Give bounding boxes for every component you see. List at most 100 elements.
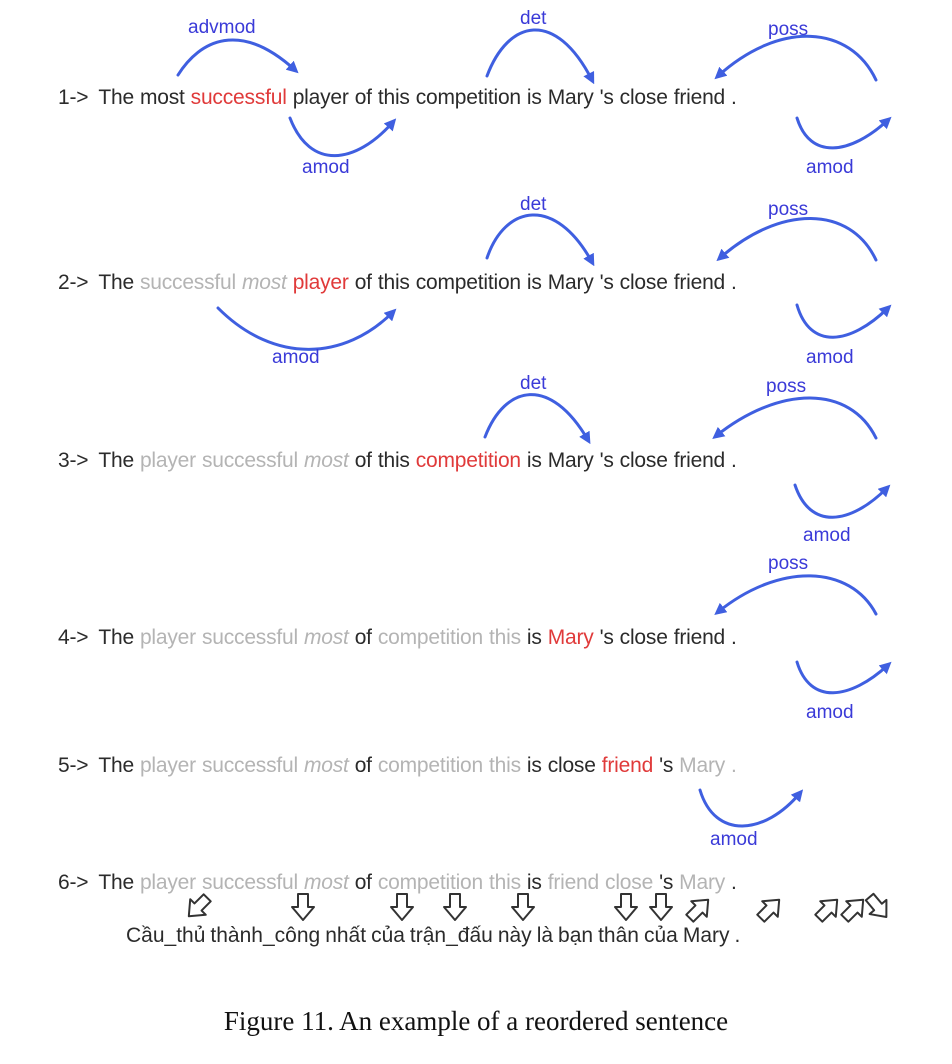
alignment-arrow-down [187, 893, 212, 918]
sentence-token: player [139, 754, 196, 777]
vietnamese-translation: Cầu_thủ thành_công nhất của trận_đấu này là bạn… [126, 924, 745, 948]
arc-amod-1b [795, 116, 892, 150]
sentence-token: . [731, 86, 737, 109]
step-4: 4-> The player successful most of competition t… [58, 626, 743, 650]
sentence-token: most [303, 449, 349, 472]
relation-label-amod: amod [806, 347, 854, 368]
sentence-token: this [377, 271, 410, 294]
sentence-token: Mary [547, 86, 594, 109]
sentence-token: most [303, 871, 349, 894]
translation-word: Mary [682, 924, 730, 947]
sentence-token: of [354, 754, 372, 777]
sentence-token: friend [673, 626, 726, 649]
step-label: 5-> [58, 754, 89, 777]
alignment-arrow-down [649, 893, 673, 921]
sentence-token: competition [415, 271, 521, 294]
arc-det-3 [483, 393, 591, 445]
relation-label-amod: amod [710, 829, 758, 850]
relation-label-det: det [520, 194, 547, 215]
step-5: 5-> The player successful most of competition t… [58, 754, 743, 778]
sentence-token: close [619, 86, 668, 109]
sentence-token: player [139, 626, 196, 649]
relation-label-poss: poss [768, 553, 808, 574]
sentence-token: 's [599, 626, 614, 649]
sentence-token: 's [599, 271, 614, 294]
sentence-token: is [526, 449, 542, 472]
sentence-token: competition [377, 754, 484, 777]
sentence-token: close [605, 871, 654, 894]
sentence-token: of [354, 626, 372, 649]
sentence-token: Mary [547, 449, 594, 472]
sentence-token: . [731, 449, 737, 472]
translation-word: nhất [325, 924, 367, 947]
relation-label-det: det [520, 8, 547, 29]
sentence-token: player [139, 449, 196, 472]
sentence-token: The [98, 871, 134, 894]
sentence-token: . [731, 754, 737, 777]
relation-label-poss: poss [768, 199, 808, 220]
sentence-token: close [547, 754, 596, 777]
alignment-arrow-down [511, 893, 535, 921]
sentence-token: player [292, 271, 349, 294]
arc-amod-1a [288, 116, 397, 157]
sentence-token: friend [673, 449, 726, 472]
step-label: 6-> [58, 871, 89, 894]
arc-poss-4 [714, 574, 878, 616]
alignment-arrow-diagonal [685, 898, 710, 923]
sentence-token: Mary [547, 626, 594, 649]
sentence-token: . [731, 871, 737, 894]
sentence-token: 's [659, 754, 674, 777]
sentence-token: The [98, 449, 134, 472]
translation-word: thành_công [210, 924, 321, 947]
step-2: 2-> The successful most player of this competit… [58, 271, 743, 295]
sentence-token: competition [415, 86, 521, 109]
sentence-token: is [526, 86, 542, 109]
sentence-token: most [241, 271, 287, 294]
sentence-token: Mary [679, 754, 726, 777]
relation-label-amod: amod [803, 525, 851, 546]
sentence-token: friend [673, 86, 726, 109]
sentence-token: Mary [547, 271, 594, 294]
arc-amod-2b [795, 303, 892, 339]
alignment-arrow-down [443, 893, 467, 921]
translation-word: trận_đấu [409, 924, 493, 947]
sentence-token: this [377, 86, 410, 109]
sentence-token: competition [377, 626, 484, 649]
translation-word: là [536, 924, 554, 947]
step-6: 6-> The player successful most of competition t… [58, 871, 743, 895]
sentence-token: competition [377, 871, 484, 894]
alignment-arrows [187, 892, 888, 923]
sentence-token: most [303, 754, 349, 777]
translation-word: . [734, 924, 741, 947]
translation-word: của [371, 924, 405, 947]
step-label: 4-> [58, 626, 89, 649]
sentence-token: successful [201, 449, 298, 472]
sentence-token: most [303, 626, 349, 649]
sentence-token: of [354, 271, 372, 294]
sentence-token: friend [673, 271, 726, 294]
translation-word: thân [598, 924, 639, 947]
figure-caption: Figure 11. An example of a reordered sen… [223, 1006, 729, 1036]
dependency-arcs: advmod det poss amod amod det poss amod … [176, 8, 892, 923]
sentence-token: this [489, 754, 521, 777]
sentence-token: friend [601, 754, 654, 777]
alignment-arrow-down [614, 893, 638, 921]
sentence-token: . [731, 271, 737, 294]
arc-amod-5 [698, 788, 804, 828]
arc-amod-2a [216, 306, 397, 351]
translation-word: này [497, 924, 532, 947]
alignment-arrow-down [291, 893, 315, 921]
sentence-token: of [354, 86, 372, 109]
step-1: 1-> The most successful player of this competit… [58, 86, 743, 110]
arc-det-1 [485, 28, 595, 85]
translation-word: Cầu_thủ [126, 924, 206, 947]
step-label: 2-> [58, 271, 89, 294]
sentence-token: is [526, 871, 542, 894]
sentence-token: 's [599, 86, 614, 109]
translation-word: bạn [558, 924, 594, 947]
relation-label-amod: amod [806, 157, 854, 178]
sentence-token: successful [201, 871, 298, 894]
sentence-token: successful [139, 271, 236, 294]
relation-label-advmod: advmod [188, 17, 256, 38]
